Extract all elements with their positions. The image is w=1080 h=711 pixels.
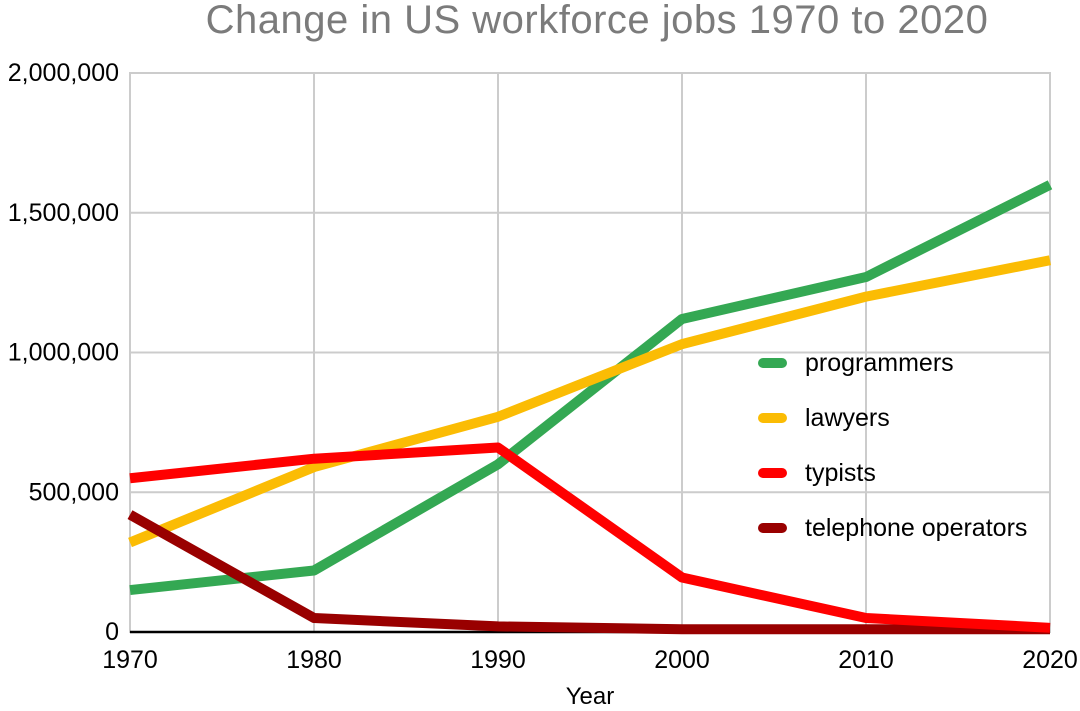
x-tick-label: 1970 xyxy=(102,646,158,674)
y-tick-label: 1,000,000 xyxy=(8,339,119,367)
series-lines xyxy=(127,180,1053,635)
legend-label-typists: typists xyxy=(805,459,876,487)
legend-label-lawyers: lawyers xyxy=(805,404,890,432)
legend-label-telephone-operators: telephone operators xyxy=(805,514,1027,542)
y-tick-label: 1,500,000 xyxy=(8,199,119,227)
x-tick-label: 2000 xyxy=(654,646,710,674)
y-tick-label: 0 xyxy=(105,618,119,646)
chart-title: Change in US workforce jobs 1970 to 2020 xyxy=(206,0,989,42)
legend-swatch-programmers xyxy=(758,358,787,368)
series-line-typists xyxy=(129,442,1051,633)
x-axis-title: Year xyxy=(566,683,615,710)
legend-swatch-typists xyxy=(758,468,787,478)
y-tick-label: 500,000 xyxy=(29,478,119,506)
x-tick-label: 2010 xyxy=(838,646,894,674)
legend: programmers lawyers typists telephone opera… xyxy=(758,349,1027,542)
legend-swatch-telephone-operators xyxy=(758,523,787,533)
series-line-telephone-operators xyxy=(127,510,1050,635)
x-tick-label: 1990 xyxy=(470,646,526,674)
x-tick-label: 1980 xyxy=(286,646,342,674)
series-line-programmers xyxy=(129,180,1053,596)
axis-tick-labels: 0 500,000 1,000,000 1,500,000 2,000,000 1970 1… xyxy=(8,59,1078,674)
legend-swatch-lawyers xyxy=(758,413,787,423)
x-tick-label: 2020 xyxy=(1022,646,1078,674)
y-tick-label: 2,000,000 xyxy=(8,59,119,87)
series-line-lawyers xyxy=(128,255,1051,548)
legend-label-programmers: programmers xyxy=(805,349,954,377)
